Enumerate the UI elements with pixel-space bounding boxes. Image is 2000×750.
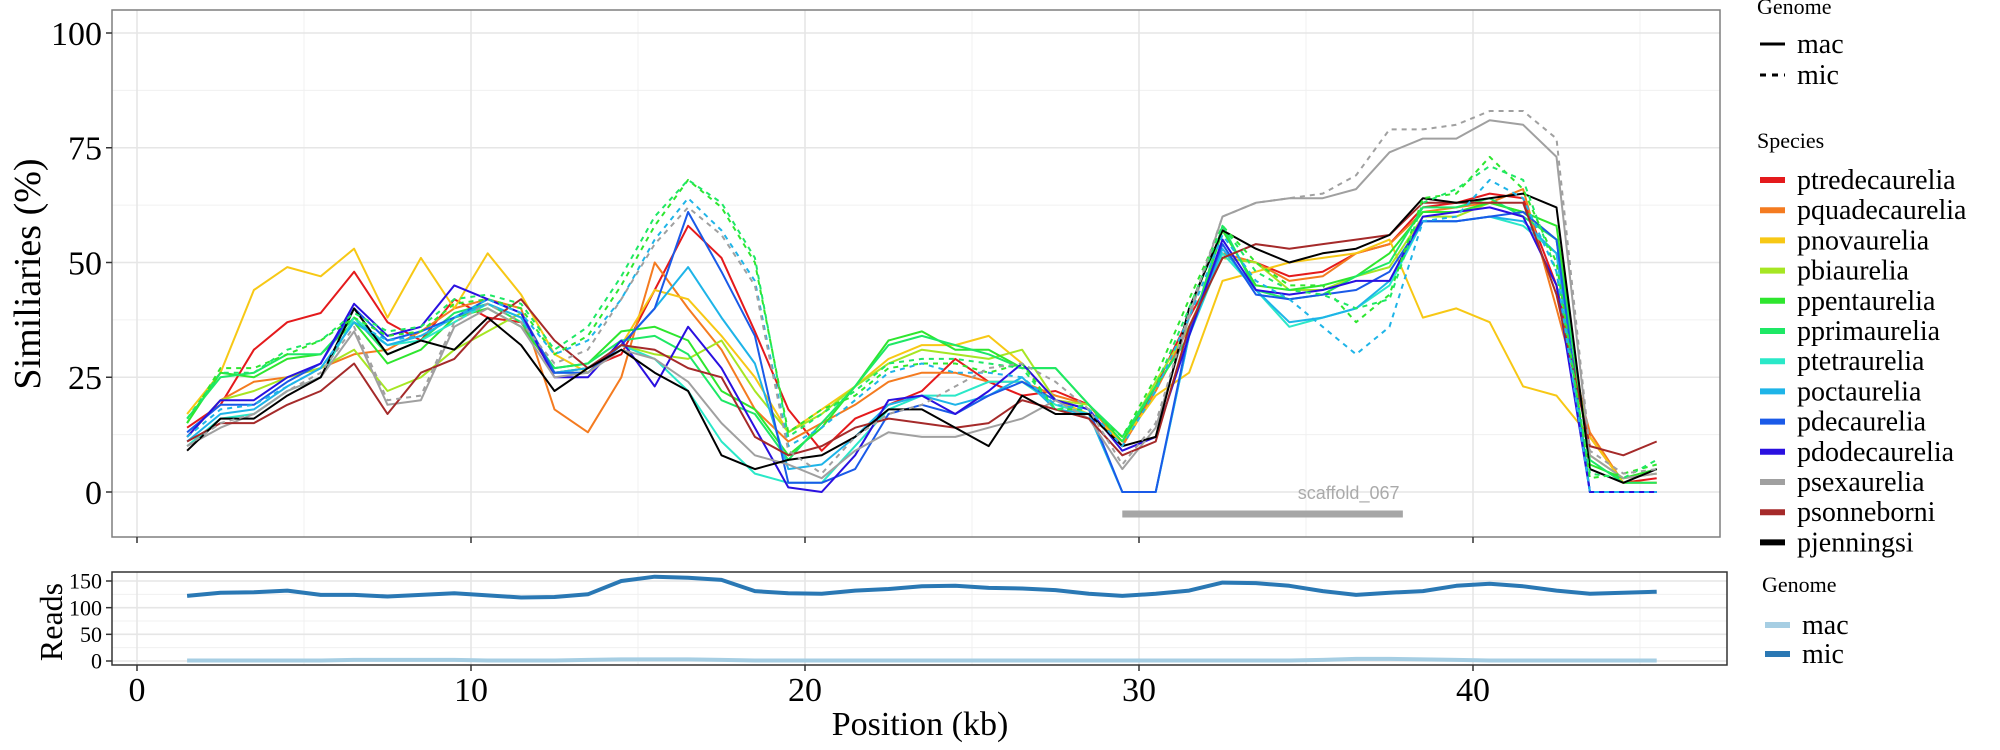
legend-label-pdecaurelia: pdecaurelia bbox=[1797, 407, 1927, 438]
legend-label-ptetraurelia: ptetraurelia bbox=[1797, 346, 1925, 377]
series-line-pquadecaurelia-mac bbox=[186, 188, 1657, 484]
legend-label-pprimaurelia: pprimaurelia bbox=[1797, 316, 1941, 347]
series-line-pprimaurelia-mac bbox=[186, 197, 1657, 484]
genome-legend-title: Genome bbox=[1757, 0, 1832, 19]
reads-y-axis-title: Reads bbox=[33, 583, 69, 661]
series-line-pprimaurelia-mic bbox=[186, 165, 1658, 480]
similarity-y-axis-title: Similiaries (%) bbox=[7, 158, 49, 389]
scaffold-annotation: scaffold_067 bbox=[1122, 483, 1403, 518]
series-line-pnovaurelia-mac bbox=[186, 238, 1657, 484]
legend-label-pquadecaurelia: pquadecaurelia bbox=[1797, 195, 1967, 226]
legend-label-pbiaurelia: pbiaurelia bbox=[1797, 256, 1910, 287]
series-line-mic bbox=[186, 574, 1657, 600]
x-tick-label: 20 bbox=[788, 672, 822, 709]
legend-label-psexaurelia: psexaurelia bbox=[1797, 467, 1925, 498]
x-tick-label: 10 bbox=[454, 672, 488, 709]
similarity-gridlines bbox=[112, 10, 1720, 537]
series-line-mac bbox=[187, 656, 1657, 663]
x-tick-label: 30 bbox=[1122, 672, 1156, 709]
similarity-plot-background bbox=[112, 10, 1720, 537]
legend-label-pdodecaurelia: pdodecaurelia bbox=[1797, 437, 1955, 468]
x-tick-label: 40 bbox=[1456, 672, 1490, 709]
legend-label-poctaurelia: poctaurelia bbox=[1797, 376, 1922, 407]
similarity-plot-border bbox=[111, 9, 1721, 538]
legend-label-reads-mic: mic bbox=[1802, 639, 1844, 670]
y-tick-label: 50 bbox=[68, 245, 102, 282]
reads-plot-border bbox=[111, 571, 1728, 666]
y-tick-label: 100 bbox=[69, 595, 102, 620]
similarity-series-lines bbox=[186, 110, 1658, 493]
y-tick-label: 0 bbox=[91, 649, 102, 674]
legend-label-reads-mac: mac bbox=[1802, 610, 1849, 641]
reads-legend-title: Genome bbox=[1762, 572, 1837, 597]
legend-label-mic: mic bbox=[1797, 60, 1839, 91]
y-tick-label: 75 bbox=[68, 131, 102, 168]
series-line-pjenningsi-mac bbox=[186, 192, 1658, 484]
legend-label-mac: mac bbox=[1797, 29, 1844, 60]
legend-label-psonneborni: psonneborni bbox=[1797, 497, 1936, 528]
legend-label-pjenningsi: pjenningsi bbox=[1797, 527, 1914, 558]
similarity-panel: scaffold_067 0 25 50 75 100 Similiaries (%) bbox=[7, 9, 1721, 543]
y-tick-label: 25 bbox=[68, 360, 102, 397]
y-tick-label: 150 bbox=[69, 569, 102, 594]
series-line-psexaurelia-mac bbox=[186, 119, 1657, 480]
legend-label-ppentaurelia: ppentaurelia bbox=[1797, 286, 1936, 317]
series-line-psonneborni-mac bbox=[186, 201, 1658, 457]
series-line-pdodecaurelia-mac bbox=[186, 206, 1657, 493]
x-axis-title: Position (kb) bbox=[832, 706, 1009, 743]
y-tick-label: 50 bbox=[80, 622, 102, 647]
similarity-y-ticks: 0 25 50 75 100 bbox=[51, 16, 112, 512]
scaffold-label: scaffold_067 bbox=[1298, 483, 1400, 504]
y-tick-label: 0 bbox=[85, 475, 102, 512]
reads-x-ticks: 0 10 20 30 40 bbox=[129, 665, 1490, 709]
series-line-poctaurelia-mic bbox=[186, 178, 1657, 493]
species-legend-title: Species bbox=[1757, 128, 1824, 153]
similarity-x-ticks bbox=[136, 537, 1474, 543]
series-line-ppentaurelia-mic bbox=[186, 155, 1657, 480]
legend-label-ptredecaurelia: ptredecaurelia bbox=[1797, 165, 1956, 196]
series-line-psexaurelia-mic bbox=[186, 110, 1657, 475]
x-tick-label: 0 bbox=[129, 672, 146, 709]
y-tick-label: 100 bbox=[51, 16, 102, 53]
reads-series-lines bbox=[186, 574, 1657, 663]
legend-label-pnovaurelia: pnovaurelia bbox=[1797, 225, 1930, 256]
